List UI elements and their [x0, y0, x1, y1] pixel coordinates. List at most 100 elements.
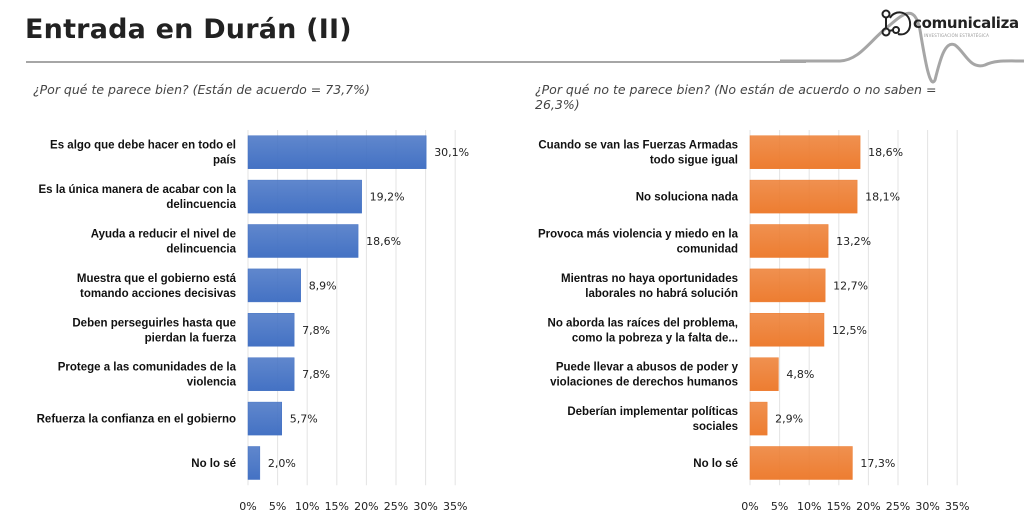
left-bar — [247, 179, 362, 214]
left-category-label-line: delincuencia — [166, 244, 236, 256]
right-bar — [749, 357, 779, 391]
right-x-tick-label: 30% — [915, 500, 939, 513]
left-category-label-line: Es la única manera de acabar con la — [38, 184, 236, 196]
left-x-tick-label: 35% — [443, 500, 467, 513]
left-category-label: Refuerza la confianza en el gobierno — [37, 414, 236, 426]
left-bar — [247, 313, 295, 347]
right-category-label: No aborda las raíces del problema, como l… — [548, 317, 738, 344]
right-category-label-line: como la pobreza y la falta de... — [572, 332, 738, 344]
right-x-tick-label: 35% — [945, 500, 969, 513]
right-value-label: 2,9% — [775, 413, 803, 426]
left-category-label-line: Protege a las comunidades de la — [58, 362, 237, 374]
left-x-tick-label: 25% — [384, 500, 408, 513]
right-category-label: Cuando se van las Fuerzas Armadas todo si… — [538, 140, 738, 167]
left-category-label-line: No lo sé — [191, 458, 236, 470]
left-bar — [247, 224, 359, 258]
left-category-label-line: Deben perseguirles hasta que — [72, 317, 236, 329]
left-value-label: 8,9% — [309, 279, 337, 292]
right-x-tick-label: 25% — [886, 500, 910, 513]
page-title: Entrada en Durán (II) — [25, 14, 352, 45]
right-category-label-line: sociales — [693, 421, 738, 433]
right-category-label-line: Deberían implementar políticas — [567, 406, 738, 418]
left-category-label: Ayuda a reducir el nivel de delincuencia — [91, 229, 237, 256]
right-bar — [749, 401, 768, 436]
right-bar — [749, 268, 826, 303]
right-category-label-line: No soluciona nada — [636, 192, 739, 204]
left-bar-chart: 0% 5% 10% 15% 20% 25% 30% 35% 30,1% Es algo que d… — [37, 130, 469, 513]
right-category-label: No lo sé — [693, 458, 738, 470]
logo-network-icon — [881, 9, 912, 37]
right-x-tick-label: 10% — [797, 500, 821, 513]
right-category-label-line: laborales no habrá solución — [585, 288, 738, 300]
right-category-label-line: Cuando se van las Fuerzas Armadas — [538, 140, 738, 152]
left-x-tick-label: 10% — [295, 500, 319, 513]
left-category-label-line: Muestra que el gobierno está — [77, 273, 237, 285]
left-x-tick-label: 15% — [325, 500, 349, 513]
left-value-label: 18,6% — [366, 235, 401, 248]
right-x-tick-label: 5% — [771, 500, 788, 513]
right-category-label: Deberían implementar políticas sociales — [567, 406, 738, 433]
comunicaliza-logo: comunicaliza INVESTIGACIÓN ESTRATÉGICA — [880, 8, 1020, 42]
left-category-label: Es la única manera de acabar con la delin… — [38, 184, 236, 211]
right-x-tick-label: 0% — [741, 500, 758, 513]
left-value-label: 7,8% — [302, 324, 330, 337]
left-value-label: 30,1% — [434, 146, 469, 159]
left-bar — [247, 135, 427, 169]
logo-text: comunicaliza — [913, 14, 1019, 32]
left-bar — [247, 268, 301, 303]
left-x-tick-label: 0% — [239, 500, 256, 513]
left-category-label-line: país — [213, 155, 236, 167]
right-bar — [749, 135, 861, 169]
left-category-label-line: delincuencia — [166, 199, 236, 211]
right-chart-subtitle: ¿Por qué no te parece bien? (No están de… — [535, 82, 937, 112]
left-category-label: Protege a las comunidades de la violencia — [58, 362, 237, 389]
left-value-label: 5,7% — [290, 413, 318, 426]
right-bar — [749, 446, 853, 480]
left-category-label-line: violencia — [187, 377, 237, 389]
left-x-tick-label: 30% — [413, 500, 437, 513]
left-category-label-line: Es algo que debe hacer en todo el — [50, 140, 236, 152]
left-value-label: 2,0% — [268, 457, 296, 470]
right-value-label: 13,2% — [836, 235, 871, 248]
left-category-label-line: Refuerza la confianza en el gobierno — [37, 414, 236, 426]
right-bar-chart: 0% 5% 10% 15% 20% 25% 30% 35% 18,6% Cuando se van… — [538, 130, 969, 513]
right-value-label: 18,1% — [865, 191, 900, 204]
left-x-tick-label: 20% — [354, 500, 378, 513]
right-category-label: Puede llevar a abusos de poder y violacio… — [550, 362, 739, 389]
left-category-label: Es algo que debe hacer en todo el país — [50, 140, 236, 167]
right-x-tick-label: 15% — [827, 500, 851, 513]
right-category-label-line: Mientras no haya oportunidades — [561, 273, 738, 285]
logo-subtext: INVESTIGACIÓN ESTRATÉGICA — [924, 33, 990, 38]
right-category-label-line: Provoca más violencia y miedo en la — [538, 229, 739, 241]
right-value-label: 12,7% — [833, 279, 868, 292]
right-value-label: 18,6% — [868, 146, 903, 159]
right-bar — [749, 224, 829, 258]
left-category-label-line: tomando acciones decisivas — [80, 288, 236, 300]
right-category-label-line: No aborda las raíces del problema, — [548, 317, 738, 329]
left-category-label-line: Ayuda a reducir el nivel de — [91, 229, 236, 241]
right-category-label-line: violaciones de derechos humanos — [550, 377, 738, 389]
left-value-label: 7,8% — [302, 368, 330, 381]
right-category-label: No soluciona nada — [636, 192, 739, 204]
left-bar — [247, 357, 295, 391]
title-divider — [26, 61, 806, 63]
right-value-label: 17,3% — [860, 457, 895, 470]
right-category-label-line: comunidad — [677, 244, 738, 256]
right-value-label: 12,5% — [832, 324, 867, 337]
right-category-label: Provoca más violencia y miedo en la comun… — [538, 229, 739, 256]
left-bar — [247, 401, 282, 436]
left-value-label: 19,2% — [370, 191, 405, 204]
left-chart-subtitle: ¿Por qué te parece bien? (Están de acuer… — [33, 82, 370, 97]
left-bar — [247, 446, 261, 480]
right-bar — [749, 313, 825, 347]
right-category-label: Mientras no haya oportunidades laborales … — [561, 273, 738, 300]
right-category-label-line: No lo sé — [693, 458, 738, 470]
left-x-tick-label: 5% — [269, 500, 286, 513]
right-category-label-line: Puede llevar a abusos de poder y — [556, 362, 739, 374]
right-bar — [749, 179, 858, 214]
right-x-tick-label: 20% — [856, 500, 880, 513]
left-category-label-line: pierdan la fuerza — [145, 332, 237, 344]
left-category-label: Muestra que el gobierno está tomando acci… — [77, 273, 237, 300]
right-value-label: 4,8% — [786, 368, 814, 381]
left-category-label: No lo sé — [191, 458, 236, 470]
